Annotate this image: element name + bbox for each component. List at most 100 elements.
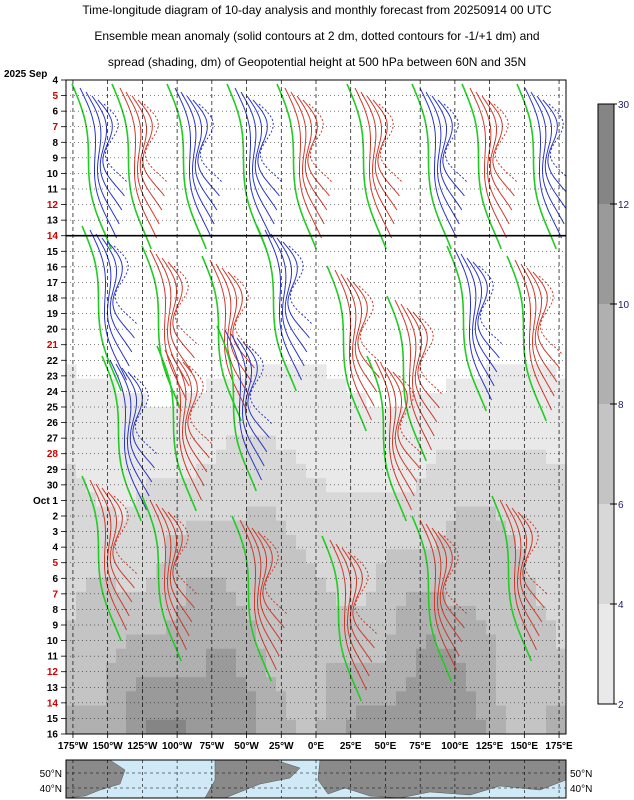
spread-cell bbox=[326, 463, 337, 479]
anomaly-contour bbox=[71, 83, 112, 250]
x-tick-label: 175°E bbox=[545, 741, 573, 752]
spread-cell bbox=[306, 677, 317, 692]
anomaly-contour bbox=[437, 99, 465, 197]
spread-cell bbox=[506, 620, 517, 636]
spread-cell bbox=[66, 634, 77, 650]
spread-cell bbox=[266, 620, 277, 636]
spread-cell bbox=[76, 705, 87, 721]
spread-cell bbox=[286, 549, 297, 564]
spread-cell bbox=[386, 662, 397, 678]
spread-cell bbox=[506, 677, 517, 692]
spread-cell bbox=[236, 662, 247, 678]
anomaly-contour bbox=[234, 87, 272, 239]
spread-cell bbox=[506, 520, 517, 536]
spread-cell bbox=[276, 392, 287, 408]
spread-cell bbox=[246, 506, 257, 522]
spread-cell bbox=[146, 463, 157, 479]
spread-cell bbox=[116, 534, 127, 550]
spread-cell bbox=[456, 492, 467, 508]
anomaly-contour bbox=[334, 269, 372, 421]
spread-cell bbox=[246, 591, 257, 607]
spread-cell bbox=[126, 492, 137, 508]
spread-cell bbox=[416, 691, 427, 707]
spread-cell bbox=[326, 606, 337, 621]
anomaly-contour bbox=[412, 311, 440, 409]
spread-cell bbox=[306, 435, 317, 451]
spread-cell bbox=[506, 421, 517, 437]
spread-cell bbox=[366, 634, 377, 650]
spread-cell bbox=[226, 492, 237, 508]
spread-cell bbox=[116, 677, 127, 692]
spread-cell bbox=[346, 463, 357, 479]
map-land bbox=[204, 759, 301, 799]
spread-cell bbox=[66, 691, 77, 707]
spread-cell bbox=[146, 606, 157, 621]
spread-cell bbox=[296, 506, 307, 522]
spread-cell bbox=[206, 563, 217, 579]
anomaly-contour bbox=[245, 523, 280, 657]
spread-cell bbox=[286, 620, 297, 636]
spread-cell bbox=[396, 463, 407, 479]
anomaly-contour bbox=[133, 375, 158, 455]
y-tick-label: 7 bbox=[52, 589, 58, 600]
spread-cell bbox=[496, 534, 507, 550]
spread-cell bbox=[176, 520, 187, 536]
y-tick-label: 10 bbox=[47, 636, 59, 647]
spread-cell bbox=[436, 435, 447, 451]
spread-cell bbox=[176, 648, 187, 664]
spread-cell bbox=[216, 705, 227, 721]
spread-cell bbox=[296, 705, 307, 721]
anomaly-contour bbox=[296, 95, 328, 211]
spread-cell bbox=[216, 620, 227, 636]
spread-cell bbox=[416, 620, 427, 636]
spread-cell bbox=[366, 648, 377, 664]
spread-cell bbox=[546, 634, 557, 650]
anomaly-contour bbox=[119, 87, 157, 239]
spread-cell bbox=[306, 705, 317, 721]
spread-cell bbox=[176, 392, 187, 408]
spread-cell bbox=[336, 620, 347, 636]
spread-cell bbox=[316, 606, 327, 621]
spread-cell bbox=[336, 492, 347, 508]
anomaly-contour bbox=[392, 371, 420, 469]
spread-cell bbox=[516, 591, 527, 607]
spread-cell bbox=[76, 606, 87, 621]
spread-cell bbox=[176, 463, 187, 479]
spread-cell bbox=[496, 648, 507, 664]
spread-cell bbox=[356, 478, 367, 493]
spread-cell bbox=[496, 563, 507, 579]
spread-cell bbox=[206, 691, 217, 707]
spread-cell bbox=[456, 392, 467, 408]
spread-cell bbox=[306, 606, 317, 621]
spread-cell bbox=[216, 719, 227, 734]
spread-cell bbox=[116, 520, 127, 536]
spread-cell bbox=[486, 606, 497, 621]
spread-cell bbox=[246, 492, 257, 508]
spread-cell bbox=[546, 606, 557, 621]
spread-cell bbox=[406, 478, 417, 493]
spread-cell bbox=[146, 620, 157, 636]
x-tick-label: 125°W bbox=[127, 741, 158, 752]
spread-cell bbox=[236, 520, 247, 536]
spread-cell bbox=[316, 534, 327, 550]
spread-cell bbox=[476, 662, 487, 678]
spread-cell bbox=[236, 691, 247, 707]
spread-cell bbox=[516, 549, 527, 564]
spread-cell bbox=[556, 620, 566, 636]
spread-cell bbox=[66, 506, 77, 522]
spread-cell bbox=[176, 591, 187, 607]
x-tick-label: 25°E bbox=[340, 741, 362, 752]
spread-cell bbox=[116, 591, 127, 607]
spread-cell bbox=[156, 705, 167, 721]
spread-cell bbox=[436, 421, 447, 437]
spread-cell bbox=[366, 606, 377, 621]
spread-cell bbox=[196, 620, 207, 636]
spread-cell bbox=[246, 378, 257, 394]
anomaly-contour bbox=[236, 337, 268, 453]
spread-cell bbox=[306, 591, 317, 607]
spread-cell bbox=[376, 421, 387, 437]
spread-cell bbox=[166, 606, 177, 621]
spread-cell bbox=[296, 719, 307, 734]
spread-cell bbox=[526, 577, 537, 593]
y-tick-label: 16 bbox=[47, 730, 59, 741]
